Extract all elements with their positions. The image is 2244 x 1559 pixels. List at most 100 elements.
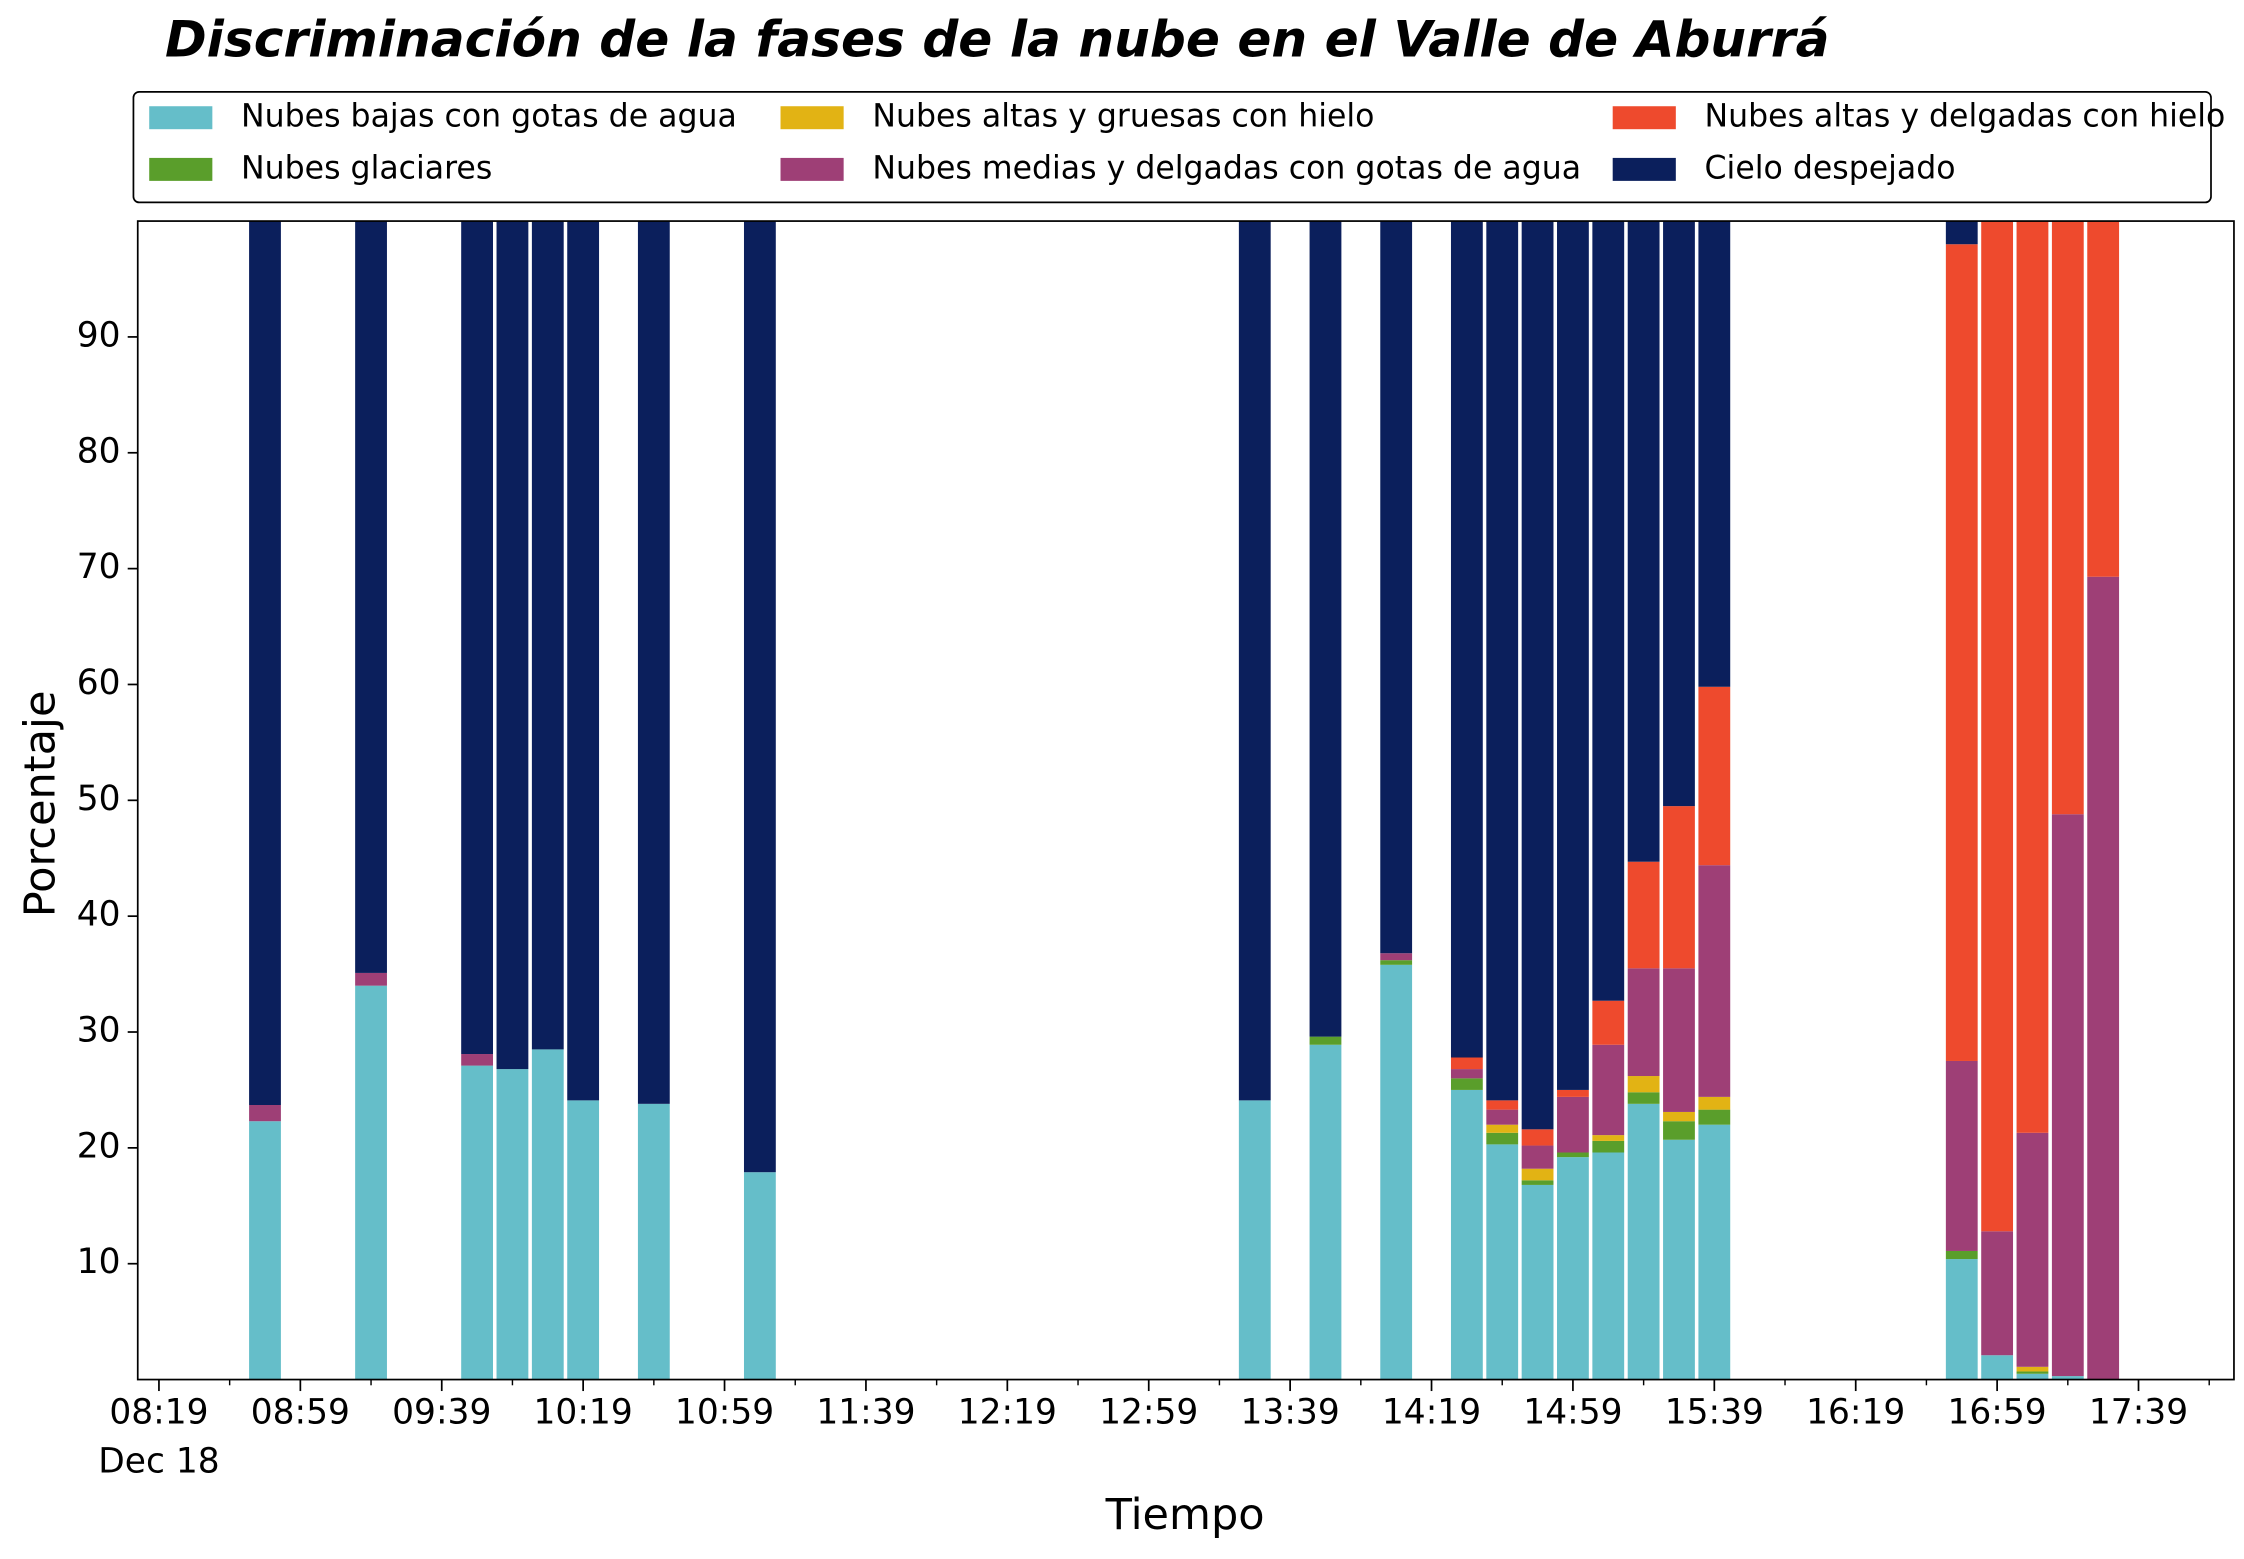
bar-segment	[1981, 1231, 2014, 1356]
bar-segment	[743, 1172, 776, 1380]
legend-swatch	[149, 157, 213, 181]
bar-segment	[1450, 1078, 1483, 1090]
bar-segment	[1627, 221, 1660, 862]
bar-segment	[461, 1054, 494, 1066]
bar-segment	[637, 221, 670, 1104]
bar-segment	[2016, 1132, 2049, 1367]
bar-segment	[461, 1065, 494, 1380]
bar-segment	[1450, 1057, 1483, 1070]
bar-segment	[1238, 221, 1271, 1101]
bar-segment	[1380, 964, 1413, 1380]
bar-segment	[355, 985, 387, 1380]
bar-segment	[567, 1100, 600, 1380]
x-tick-label: 08:19	[109, 1393, 208, 1433]
bar-segment	[496, 221, 529, 1070]
bar-segment	[1663, 221, 1695, 807]
bar-segment	[2016, 1373, 2049, 1380]
x-tick-label: 08:59	[251, 1393, 350, 1433]
bar-segment	[1309, 1036, 1342, 1045]
legend-swatch	[1612, 157, 1676, 181]
bar-segment	[2051, 814, 2084, 1377]
bar-segment	[1627, 968, 1660, 1077]
x-tick-label: 12:19	[958, 1393, 1057, 1433]
legend-label: Cielo despejado	[1705, 150, 1956, 186]
bar-segment	[1698, 1124, 1731, 1380]
y-tick-label: 60	[77, 663, 121, 703]
bar-segment	[1663, 806, 1695, 969]
bar-segment	[1557, 1089, 1589, 1097]
x-tick-label: 10:19	[534, 1393, 633, 1433]
bar-segment	[1309, 221, 1342, 1037]
bar-segment	[1981, 221, 2014, 1232]
bar-segment	[1450, 221, 1483, 1058]
bar-segment	[637, 1103, 670, 1380]
bar-segment	[249, 221, 281, 1105]
legend-label: Nubes glaciares	[241, 150, 492, 186]
bar-segment	[1592, 1152, 1625, 1380]
y-tick-label: 70	[77, 547, 121, 587]
bar-segment	[1380, 960, 1413, 965]
legend-label: Nubes bajas con gotas de agua	[241, 99, 737, 135]
bar-segment	[1945, 221, 1978, 245]
x-tick-label: 09:39	[392, 1393, 491, 1433]
x-tick-label: 14:59	[1523, 1393, 1622, 1433]
x-axis-label: Tiempo	[1105, 1490, 1265, 1540]
bar-segment	[1592, 221, 1625, 1001]
legend-label: Nubes altas y gruesas con hielo	[872, 99, 1374, 135]
bar-segment	[1592, 1000, 1625, 1045]
bar-segment	[1557, 1096, 1589, 1153]
bar-segment	[2051, 1376, 2084, 1380]
legend-swatch	[780, 106, 844, 130]
bar-segment	[1698, 686, 1731, 866]
bar-segment	[355, 972, 387, 986]
bar-segment	[1981, 1355, 2014, 1380]
bar-segment	[1521, 221, 1554, 1130]
bar-segment	[249, 1104, 281, 1122]
bar-segment	[1663, 1139, 1695, 1380]
bar-segment	[2016, 1371, 2049, 1374]
y-axis-label: Porcentaje	[16, 691, 66, 918]
legend-swatch	[1612, 106, 1676, 130]
x-tick-label: 17:39	[2089, 1393, 2188, 1433]
x-tick-label: 16:19	[1806, 1393, 1905, 1433]
bar-segment	[2087, 576, 2120, 1380]
bar-segment	[1698, 221, 1731, 687]
bar-segment	[1592, 1135, 1625, 1141]
bar-segment	[1627, 861, 1660, 969]
bar-segment	[1521, 1180, 1554, 1185]
bar-segment	[1663, 968, 1695, 1112]
y-tick-label: 50	[77, 779, 121, 819]
bar-segment	[743, 221, 776, 1173]
bar-segment	[1627, 1092, 1660, 1104]
bar-segment	[1945, 1259, 1978, 1380]
bar-segment	[531, 1049, 564, 1380]
legend-box	[132, 91, 2212, 204]
x-date-label: Dec 18	[98, 1441, 219, 1481]
y-tick-label: 40	[77, 895, 121, 935]
bar-segment	[1450, 1069, 1483, 1079]
x-tick-label: 14:19	[1382, 1393, 1481, 1433]
x-tick-label: 10:59	[675, 1393, 774, 1433]
bar-segment	[1380, 953, 1413, 961]
legend-label: Nubes altas y delgadas con hielo	[1705, 99, 2226, 135]
bar-segment	[1945, 1250, 1978, 1260]
bar-segment	[496, 1069, 529, 1380]
y-tick-label: 30	[77, 1011, 121, 1051]
bar-segment	[2051, 221, 2084, 815]
bar-segment	[1521, 1129, 1554, 1146]
bar-segment	[2016, 1366, 2049, 1372]
y-tick-label: 10	[77, 1242, 121, 1282]
y-tick-label: 80	[77, 431, 121, 471]
x-tick-label: 11:39	[816, 1393, 915, 1433]
bar-segment	[1450, 1089, 1483, 1380]
x-tick-label: 15:39	[1665, 1393, 1764, 1433]
bar-segment	[1521, 1145, 1554, 1169]
bar-segment	[1380, 221, 1413, 954]
bar-segment	[1592, 1044, 1625, 1136]
bar-segment	[1486, 221, 1519, 1101]
bar-segment	[1945, 244, 1978, 1061]
bar-segment	[1627, 1103, 1660, 1380]
bar-segment	[1486, 1109, 1519, 1125]
bar-segment	[1663, 1121, 1695, 1140]
